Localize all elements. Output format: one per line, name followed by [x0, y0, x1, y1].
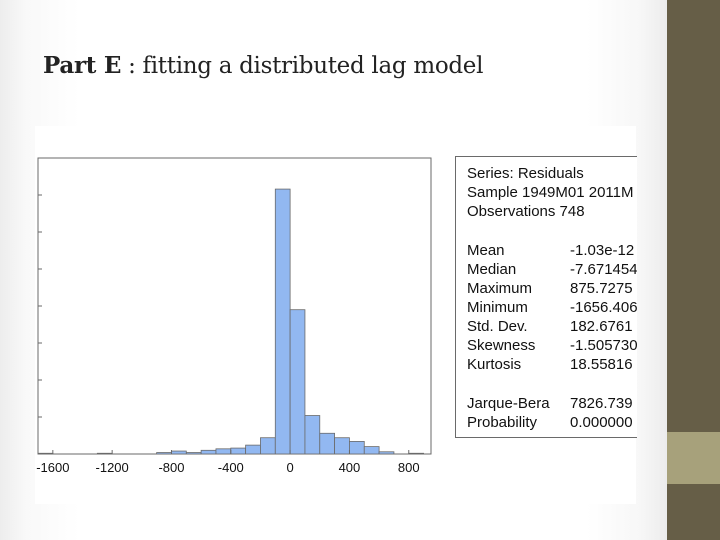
stat-label: Maximum — [467, 280, 533, 297]
stat-value: -1.03e-12 — [570, 242, 635, 259]
x-tick-label: -1200 — [96, 460, 129, 475]
stat-label: Minimum — [467, 299, 528, 316]
stats-series-line: Series: Residuals — [467, 165, 584, 182]
x-tick-label: 400 — [339, 460, 361, 475]
histogram-bar — [185, 452, 202, 455]
stat-value: 18.55816 — [570, 356, 633, 373]
stat-label: Median — [467, 261, 517, 278]
histogram-bar — [171, 450, 187, 455]
stat-value: -1656.406 — [570, 299, 637, 316]
x-tick-label: -800 — [158, 460, 184, 475]
histogram-bar — [408, 452, 424, 455]
histogram-bar — [156, 452, 172, 455]
x-tick-label: -400 — [218, 460, 244, 475]
stat-value: 182.6761 — [570, 318, 633, 335]
stat-value: 7826.739 — [570, 395, 633, 412]
stat-label: Skewness — [467, 337, 536, 354]
statistics-box: Series: Residuals Sample 1949M01 2011M O… — [455, 156, 637, 438]
slide-title-lead: Part E — [43, 52, 122, 79]
residual-histogram: -1600 -1200 -800 -400 0 400 800 — [36, 157, 432, 475]
histogram-bar — [304, 415, 321, 455]
histogram-bar — [230, 447, 247, 455]
histogram-bar — [349, 441, 365, 455]
stat-value: 875.7275 — [570, 280, 633, 297]
histogram-bar — [363, 446, 380, 455]
histogram-bar — [200, 449, 217, 455]
histogram-bar — [274, 188, 291, 455]
stat-value: -7.671454 — [570, 261, 637, 278]
histogram-bar — [96, 452, 113, 455]
stat-value: 0.000000 — [570, 414, 633, 431]
x-tick-label: -1600 — [36, 460, 69, 475]
stat-label: Kurtosis — [467, 356, 522, 373]
side-band-accent — [667, 432, 720, 484]
slide-title-rest: : fitting a distributed lag model — [121, 53, 484, 79]
histogram-bar — [289, 309, 306, 455]
x-tick-label: 800 — [398, 460, 420, 475]
slide-title: Part E : fitting a distributed lag model — [43, 52, 483, 79]
stats-sample-line: Sample 1949M01 2011M — [467, 184, 634, 201]
histogram-bar — [334, 437, 350, 455]
histogram-bar — [215, 448, 232, 455]
stat-value: -1.505730 — [570, 337, 637, 354]
plot-frame — [37, 157, 432, 455]
x-tick-label: 0 — [286, 460, 293, 475]
histogram-bar — [319, 432, 336, 455]
histogram-figure: -1600 -1200 -800 -400 0 400 800 Series: Residu… — [35, 126, 637, 504]
histogram-bar — [260, 437, 276, 455]
stat-label: Mean — [467, 242, 505, 259]
stat-label: Jarque-Bera — [467, 395, 550, 412]
stats-observations-line: Observations 748 — [467, 203, 585, 220]
histogram-bar — [245, 444, 261, 455]
stat-label: Std. Dev. — [467, 318, 528, 335]
stat-label: Probability — [467, 414, 538, 431]
histogram-bar — [378, 451, 395, 455]
